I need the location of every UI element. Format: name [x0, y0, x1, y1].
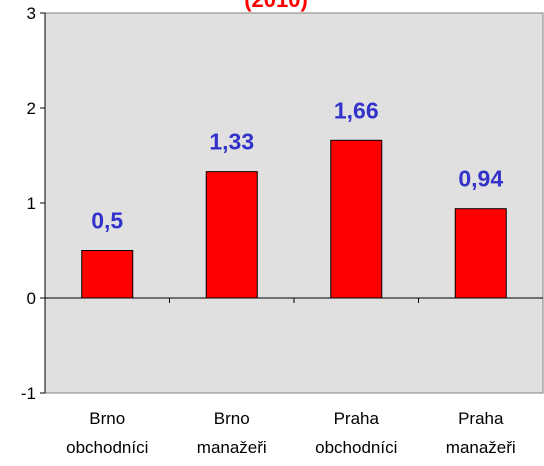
data-label-2: 1,66 [334, 97, 379, 123]
bar-3 [454, 208, 507, 299]
category-label-2-line-1: obchodníci [315, 438, 397, 457]
bar-0 [81, 250, 134, 299]
category-label-1-line-1: manažeři [197, 438, 267, 457]
bar-2 [330, 139, 383, 299]
y-tick-label-4: 3 [27, 4, 36, 23]
chart-title: (2010) [244, 0, 308, 12]
data-label-3: 0,94 [458, 166, 503, 192]
bar-1 [205, 171, 258, 299]
category-label-2-line-0: Praha [334, 409, 380, 428]
data-label-0: 0,5 [91, 208, 123, 234]
category-label-0-line-0: Brno [89, 409, 125, 428]
y-tick-label-1: 0 [27, 289, 36, 308]
axes-group [40, 12, 543, 394]
data-label-1: 1,33 [209, 129, 254, 155]
category-label-0-line-1: obchodníci [66, 438, 148, 457]
bars-group [81, 139, 507, 299]
chart-title-group: (2010) [244, 0, 308, 12]
y-tick-label-2: 1 [27, 194, 36, 213]
category-label-3-line-0: Praha [458, 409, 504, 428]
y-tick-label-0: -1 [21, 384, 36, 403]
y-tick-label-3: 2 [27, 99, 36, 118]
plot-area [44, 12, 544, 394]
category-label-1-line-0: Brno [214, 409, 250, 428]
labels-group: 0,5 1,33 1,66 0,94 -1 0 1 2 3 Brno obchodníci Brno m… [21, 4, 516, 457]
category-label-3-line-1: manažeři [446, 438, 516, 457]
